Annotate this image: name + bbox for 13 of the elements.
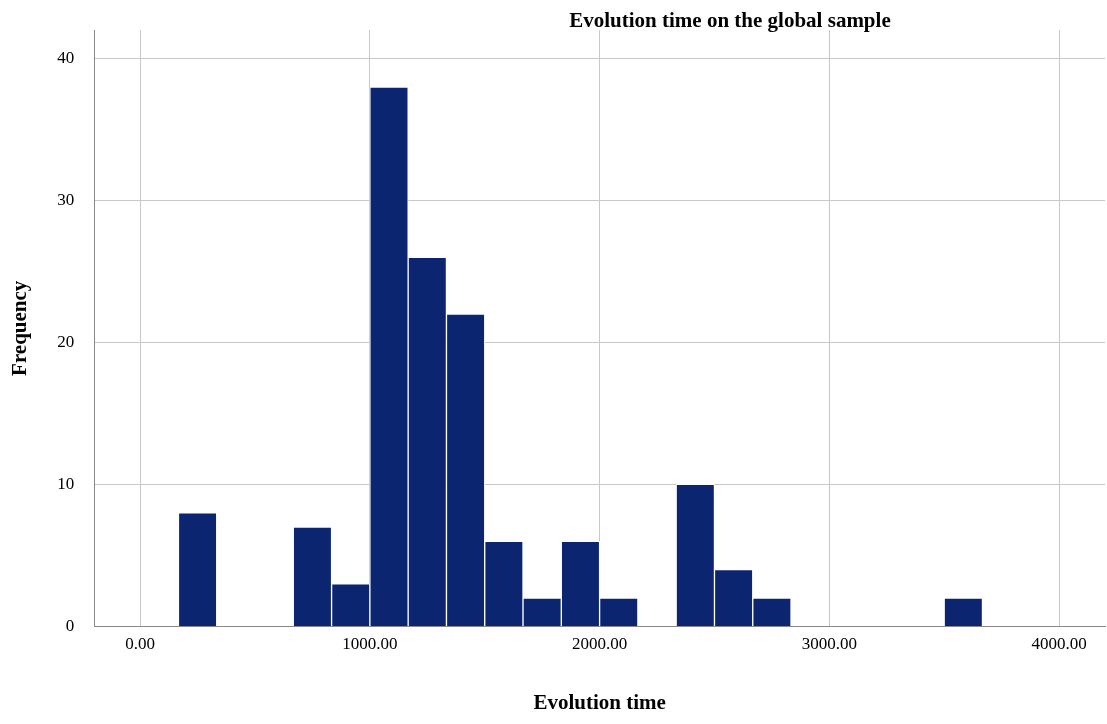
y-tick-label: 40: [57, 48, 75, 68]
chart-title: Evolution time on the global sample: [568, 8, 892, 33]
x-tick-label: 0.00: [125, 634, 156, 654]
x-tick-label: 2000.00: [571, 634, 628, 654]
y-tick-label: 20: [57, 331, 75, 351]
x-tick-label: 1000.00: [342, 634, 398, 654]
x-tick-label: 3000.00: [801, 634, 857, 654]
y-tick-label: 30: [57, 190, 75, 210]
x-tick-label: 4000.00: [1031, 634, 1087, 654]
y-axis-title: Frequency: [7, 280, 32, 376]
x-axis-title: Evolution time: [533, 689, 666, 714]
y-tick-label: 0: [65, 615, 75, 635]
y-tick-label: 10: [57, 473, 75, 493]
